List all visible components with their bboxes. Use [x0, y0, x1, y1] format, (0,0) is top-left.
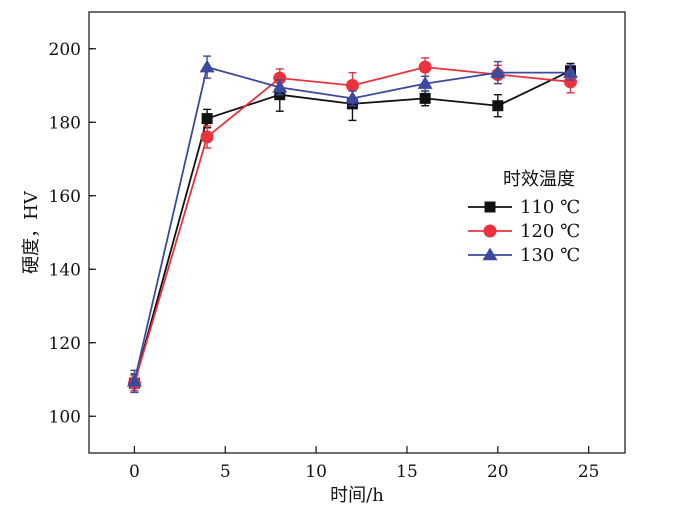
y-tick-label: 200: [49, 40, 81, 60]
x-tick-label: 25: [578, 462, 600, 482]
legend-label: 130 ℃: [520, 245, 580, 266]
y-tick-label: 160: [49, 187, 81, 207]
data-point: [272, 79, 288, 93]
data-point: [201, 113, 213, 125]
x-tick-label: 0: [129, 462, 140, 482]
legend-label: 110 ℃: [520, 197, 580, 218]
y-tick-label: 120: [49, 334, 81, 354]
series-layer: [126, 55, 578, 394]
data-point: [273, 71, 287, 85]
data-point: [490, 65, 506, 78]
data-point: [417, 76, 433, 89]
data-point: [492, 100, 504, 112]
x-axis: 0 5 10 15 20 25: [129, 446, 599, 482]
y-axis: 100 120 140 160 180 200: [49, 40, 96, 427]
x-tick-label: 5: [220, 462, 231, 482]
plot-border: [88, 11, 626, 454]
data-point: [563, 75, 577, 89]
y-tick-label: 180: [49, 113, 81, 133]
data-point: [418, 60, 432, 74]
x-tick-label: 15: [396, 462, 418, 482]
legend-item: 130 ℃: [468, 245, 580, 266]
x-tick-label: 10: [305, 462, 327, 482]
y-axis-label: 硬度，HV: [21, 190, 42, 274]
legend: 时效温度 110 ℃ 120 ℃ 130 ℃: [468, 169, 580, 266]
legend-swatch-marker: [483, 224, 497, 238]
data-point: [199, 59, 215, 73]
data-point: [562, 65, 578, 78]
legend-label: 120 ℃: [520, 221, 580, 242]
data-point: [345, 79, 359, 92]
x-tick-label: 20: [487, 462, 509, 482]
y-tick-label: 100: [49, 407, 81, 427]
data-point: [419, 92, 431, 104]
data-point: [126, 373, 142, 387]
legend-item: 110 ℃: [468, 197, 580, 218]
data-point: [200, 130, 214, 144]
plot-area: [88, 11, 626, 454]
x-axis-label: 时间/h: [330, 485, 384, 506]
legend-swatch-marker: [484, 201, 496, 213]
y-tick-label: 140: [49, 260, 81, 280]
legend-title: 时效温度: [503, 169, 575, 190]
legend-swatch-marker: [482, 247, 498, 261]
legend-item: 120 ℃: [468, 221, 580, 242]
series-2: [126, 55, 578, 394]
data-point: [344, 90, 360, 104]
